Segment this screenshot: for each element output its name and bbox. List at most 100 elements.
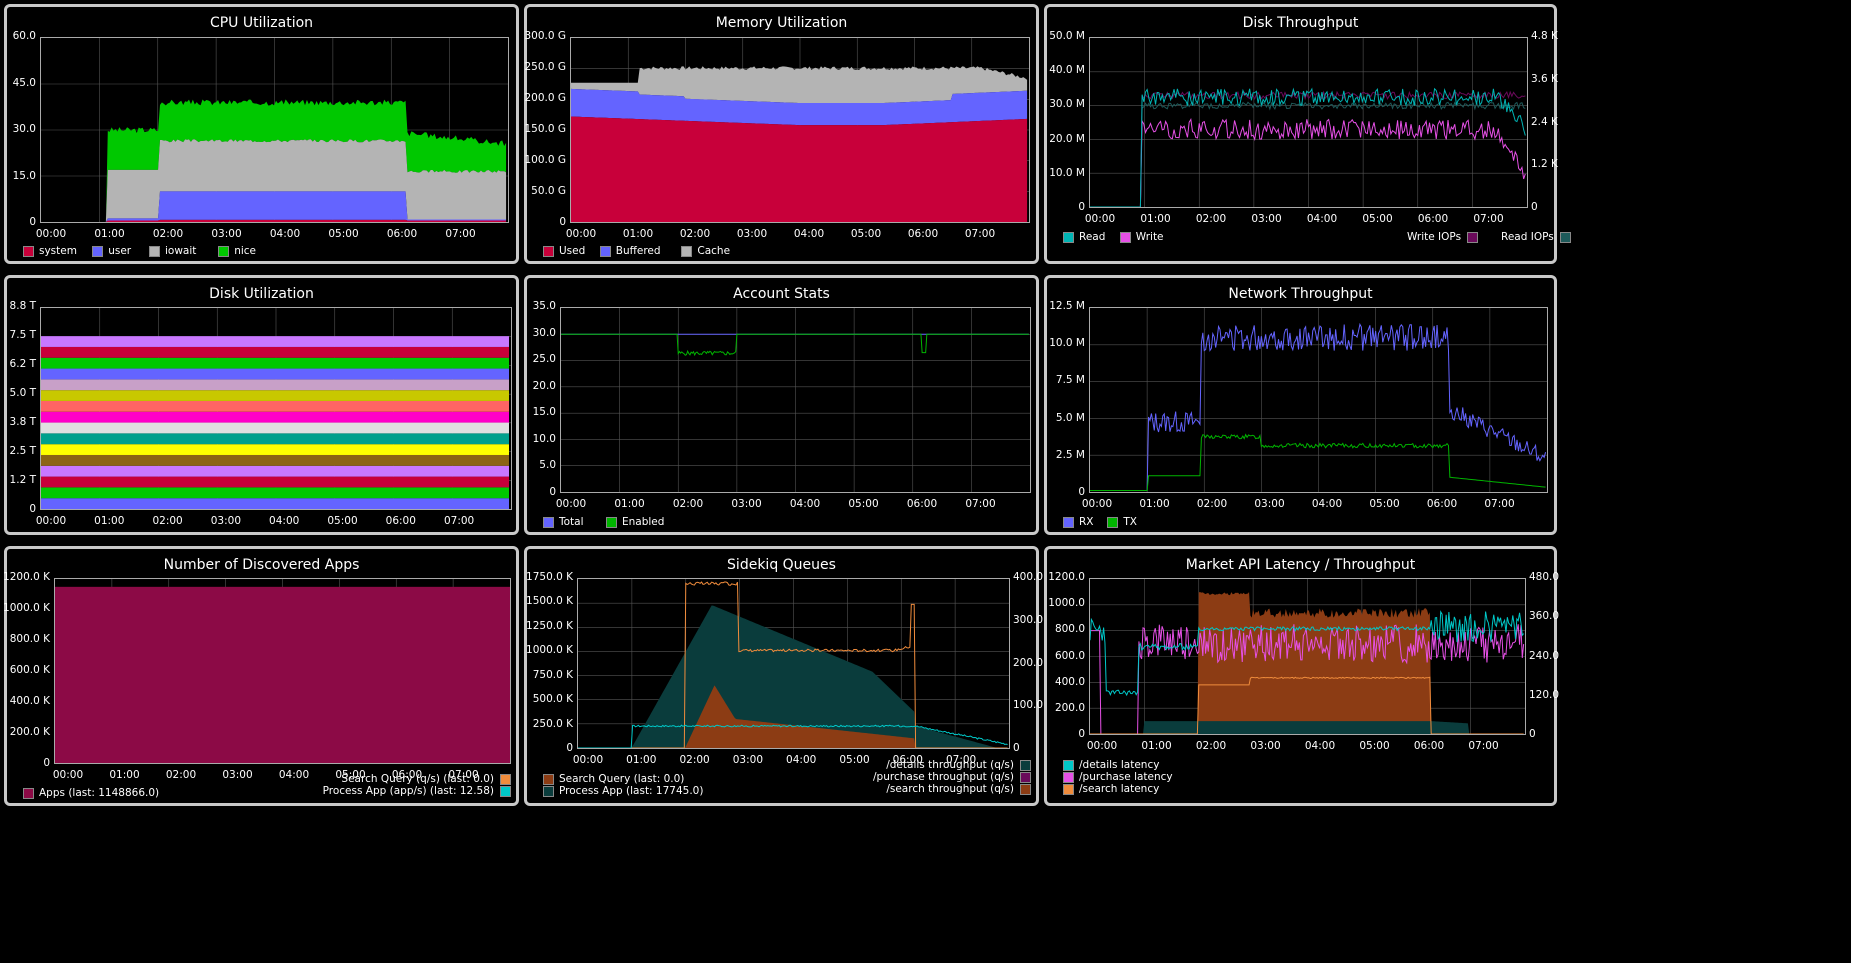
x-axis-tick: 02:00: [672, 498, 704, 510]
legend-label: system: [39, 245, 77, 257]
legend-item[interactable]: RX: [1063, 516, 1094, 528]
x-axis-tick: 06:00: [385, 515, 416, 527]
network-throughput-plot[interactable]: [1089, 307, 1548, 493]
legend-item[interactable]: Search Query (last: 0.0): [543, 773, 684, 785]
y-axis-right-tick: 360.0: [1529, 610, 1560, 623]
x-axis-tick: 05:00: [1362, 213, 1393, 225]
y-axis-tick: 40.0 M: [1049, 64, 1085, 77]
legend-item[interactable]: nice: [218, 245, 256, 257]
y-axis-tick: 150.0 G: [524, 123, 566, 135]
y-axis-tick: 1000.0 K: [3, 602, 50, 614]
y-axis-tick: 15.0: [532, 406, 556, 419]
y-axis-tick: 0: [43, 757, 50, 769]
y-axis-tick: 5.0 T: [9, 387, 36, 399]
y-axis-tick: 30.0 M: [1049, 98, 1085, 111]
x-axis-tick: 02:00: [679, 754, 710, 766]
legend-item[interactable]: Write IOPs: [1407, 231, 1479, 243]
market-api-plot[interactable]: [1089, 578, 1526, 735]
legend-swatch: [1107, 516, 1119, 528]
y-axis-tick: 500.0 K: [532, 693, 573, 706]
legend-label: Write: [1135, 231, 1164, 243]
y-axis-tick: 1200.0: [1048, 571, 1085, 583]
legend-item[interactable]: /search latency: [1063, 783, 1159, 795]
y-axis-tick: 0: [549, 486, 556, 498]
sidekiq-queues-panel[interactable]: Sidekiq Queues 1750.0 K 1500.0 K 1250.0 K 1…: [323, 546, 1043, 806]
legend-item[interactable]: Process App (app/s) (last: 12.58): [323, 785, 511, 797]
y-axis-tick: 5.0 M: [1055, 411, 1085, 424]
legend-label: user: [108, 245, 132, 257]
y-axis-tick: 25.0: [532, 353, 556, 366]
x-axis-tick: 01:00: [1140, 213, 1171, 225]
x-axis-tick: 00:00: [35, 228, 67, 240]
legend-swatch: [1119, 231, 1131, 243]
legend-swatch: [1063, 759, 1074, 771]
y-axis-tick: 35.0: [532, 300, 556, 312]
x-axis-tick: 03:00: [732, 754, 764, 766]
x-axis-tick: 05:00: [327, 515, 358, 527]
x-axis-tick: 05:00: [839, 754, 870, 766]
disk-utilization-panel[interactable]: Disk Utilization 8.8 T 7.5 T 6.2 T 5.0 T 3.8…: [4, 275, 519, 535]
legend-item[interactable]: Apps (last: 1148866.0): [23, 787, 159, 799]
legend-item[interactable]: Process App (last: 17745.0): [543, 785, 703, 797]
account-stats-plot[interactable]: [560, 307, 1031, 493]
y-axis-tick: 100.0 G: [524, 154, 566, 166]
legend-swatch: [1020, 759, 1031, 771]
legend-swatch: [1063, 771, 1074, 783]
sidekiq-queues-plot[interactable]: [577, 578, 1010, 749]
legend-swatch: [1467, 231, 1479, 243]
legend-item[interactable]: iowait: [149, 245, 196, 257]
legend-item[interactable]: Write: [1119, 231, 1164, 243]
disk-throughput-plot[interactable]: [1089, 37, 1528, 208]
memory-panel[interactable]: Memory Utilization 300.0 G 250.0 G 200.0 G…: [524, 4, 1039, 264]
x-axis-tick: 05:00: [848, 498, 879, 510]
x-axis-tick: 04:00: [278, 769, 310, 781]
legend-item[interactable]: /details latency: [1063, 759, 1159, 771]
legend-swatch: [500, 773, 511, 785]
y-axis-tick: 250.0 K: [532, 717, 573, 730]
legend-swatch: [606, 516, 617, 528]
discovered-apps-panel[interactable]: Number of Discovered Apps 1200.0 K 1000.0…: [3, 546, 519, 806]
panel-title: Number of Discovered Apps: [163, 557, 360, 573]
account-stats-panel[interactable]: Account Stats 35.0 30.0 25.0 20.0 15.0 10.0 5.…: [524, 275, 1039, 535]
x-axis-tick: 02:00: [1196, 498, 1228, 510]
y-axis-tick: 30.0: [12, 123, 36, 135]
y-axis-tick: 0: [1078, 486, 1085, 498]
x-axis-tick: 01:00: [626, 754, 657, 766]
legend-item[interactable]: Cache: [681, 245, 730, 257]
y-axis-tick: 10.0: [532, 432, 556, 445]
legend-item[interactable]: TX: [1107, 516, 1137, 528]
network-throughput-panel[interactable]: Network Throughput 12.5 M 10.0 M 7.5 M 5.0 …: [1044, 275, 1557, 535]
panel-title: Account Stats: [733, 286, 830, 302]
legend-swatch: [543, 245, 554, 257]
legend-item[interactable]: /details throughput (q/s): [886, 759, 1031, 771]
y-axis-tick: 0: [1078, 728, 1085, 740]
legend-item[interactable]: Search Query (q/s) (last: 0.0): [341, 773, 511, 785]
disk-throughput-panel[interactable]: Disk Throughput 50.0 M 40.0 M 30.0 M 20.0 M…: [1044, 4, 1571, 264]
legend-label: /purchase throughput (q/s): [873, 771, 1014, 783]
legend-item[interactable]: /purchase throughput (q/s): [873, 771, 1031, 783]
y-axis-tick: 0: [566, 742, 573, 754]
discovered-apps-plot[interactable]: [54, 578, 511, 764]
legend-item[interactable]: Enabled: [606, 516, 664, 528]
x-axis-tick: 02:00: [165, 769, 197, 781]
y-axis-right-tick: 0: [1531, 201, 1538, 213]
cpu-panel[interactable]: CPU Utilization 60.0 45.0 30.0 15.0 0 00:00 01…: [4, 4, 519, 264]
legend-item[interactable]: system: [23, 245, 77, 257]
market-api-panel[interactable]: Market API Latency / Throughput 1200.0 10…: [873, 546, 1560, 806]
legend-item[interactable]: Used: [543, 245, 585, 257]
y-axis-tick: 200.0 K: [9, 726, 50, 738]
x-axis-tick: 03:00: [1250, 740, 1281, 752]
memory-plot[interactable]: [570, 37, 1030, 223]
y-axis-tick: 10.0 M: [1049, 166, 1085, 179]
legend-item[interactable]: /search throughput (q/s): [886, 783, 1031, 795]
legend-item[interactable]: user: [92, 245, 131, 257]
disk-utilization-plot[interactable]: [40, 307, 512, 510]
legend-label: Process App (last: 17745.0): [559, 785, 704, 797]
cpu-plot[interactable]: [40, 37, 509, 223]
legend-item[interactable]: Read: [1063, 231, 1105, 243]
legend-item[interactable]: Buffered: [599, 245, 661, 257]
legend-item[interactable]: Read IOPs: [1501, 231, 1571, 243]
legend-label: nice: [234, 245, 256, 257]
legend-item[interactable]: Total: [543, 516, 584, 528]
legend-item[interactable]: /purchase latency: [1063, 771, 1173, 783]
